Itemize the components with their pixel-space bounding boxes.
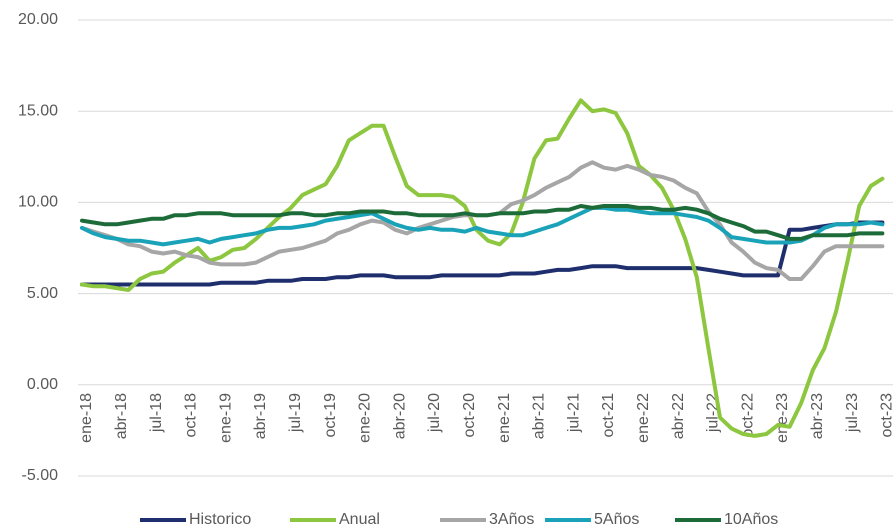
x-tick-label: abr-23 <box>809 393 826 439</box>
x-tick-label: oct-19 <box>322 393 339 438</box>
x-tick-label: oct-20 <box>461 393 478 438</box>
series-line <box>80 220 885 287</box>
x-tick-label: oct-18 <box>183 393 200 438</box>
x-tick-label: jul-21 <box>565 393 582 433</box>
y-tick-label: 5.00 <box>27 285 58 302</box>
x-tick-label: ene-18 <box>78 393 95 443</box>
series-line <box>80 205 885 247</box>
x-tick-label: ene-22 <box>635 393 652 443</box>
x-tick-label: jul-20 <box>426 393 443 433</box>
y-tick-label: -5.00 <box>22 467 59 484</box>
x-tick-label: oct-22 <box>739 393 756 438</box>
series-line <box>80 160 885 281</box>
legend-label: 5Años <box>594 511 639 528</box>
legend-label: 3Años <box>489 511 534 528</box>
x-tick-label: abr-19 <box>252 393 269 439</box>
x-tick-label: jul-23 <box>844 393 861 433</box>
legend-label: 10Años <box>724 511 778 528</box>
x-tick-label: jul-18 <box>148 393 165 433</box>
x-tick-label: abr-18 <box>113 393 130 439</box>
x-tick-label: abr-20 <box>391 393 408 439</box>
y-tick-label: 10.00 <box>18 194 58 211</box>
x-tick-label: ene-21 <box>496 393 513 443</box>
series-line <box>80 204 885 241</box>
x-tick-label: abr-21 <box>531 393 548 439</box>
x-tick-label: ene-20 <box>357 393 374 443</box>
legend-label: Historico <box>189 511 251 528</box>
y-tick-label: 15.00 <box>18 102 58 119</box>
x-tick-label: oct-23 <box>879 393 893 438</box>
legend-label: Anual <box>339 511 380 528</box>
x-tick-label: oct-21 <box>600 393 617 438</box>
y-tick-label: 20.00 <box>18 11 58 28</box>
y-tick-label: 0.00 <box>27 376 58 393</box>
series-line <box>80 98 885 438</box>
x-tick-label: abr-22 <box>670 393 687 439</box>
x-tick-label: ene-19 <box>217 393 234 443</box>
x-tick-label: jul-19 <box>287 393 304 433</box>
x-tick-label: ene-23 <box>774 393 791 443</box>
